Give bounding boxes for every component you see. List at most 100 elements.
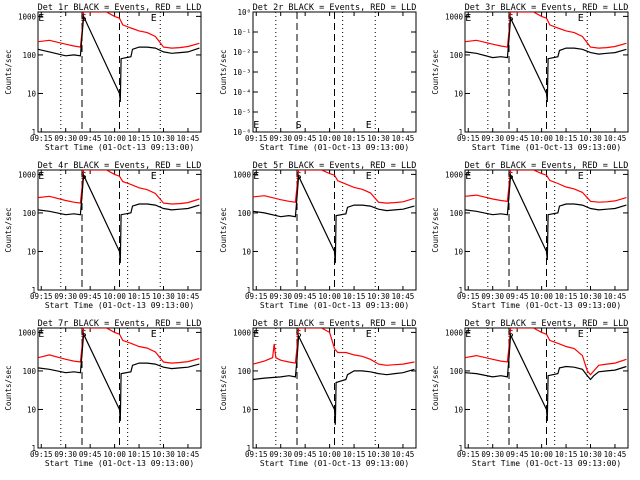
y-tick-label: 10⁰ — [237, 8, 251, 17]
panel-1: Det 1r BLACK = Events, RED = LLD 1 10 100 10… — [4, 3, 202, 152]
series-line-events — [253, 333, 415, 425]
x-tick-label: 10:15 — [555, 134, 578, 143]
x-tick-label: 09:30 — [269, 450, 292, 459]
event-marker: E — [366, 171, 372, 182]
y-axis-title: Counts/sec — [431, 49, 440, 94]
y-tick-label: 100 — [449, 209, 463, 218]
event-marker: E — [578, 171, 584, 182]
x-tick-label: 09:45 — [506, 292, 529, 301]
series-line-lld — [253, 170, 415, 204]
x-tick-label: 09:15 — [245, 292, 268, 301]
x-tick-label: 10:30 — [152, 134, 175, 143]
event-marker: E — [38, 171, 44, 182]
y-tick-label: 10 — [454, 89, 464, 98]
y-tick-label: 100 — [449, 51, 463, 60]
y-tick-label: 1 — [246, 444, 251, 453]
x-tick-label: 09:15 — [457, 450, 480, 459]
y-tick-label: 100 — [22, 367, 36, 376]
x-tick-label: 10:00 — [530, 450, 553, 459]
y-tick-label: 1000 — [233, 328, 252, 337]
y-tick-label: 100 — [22, 209, 36, 218]
series-line-lld — [253, 328, 415, 366]
series-line-events — [253, 173, 415, 264]
x-axis-title: Start Time (01-Oct-13 09:13:00) — [260, 459, 409, 468]
series-line-lld — [38, 328, 200, 364]
y-tick-label: 1 — [458, 286, 463, 295]
x-axis-title: Start Time (01-Oct-13 09:13:00) — [472, 459, 621, 468]
x-axis-title: Start Time (01-Oct-13 09:13:00) — [45, 143, 194, 152]
x-tick-label: 10:30 — [367, 292, 390, 301]
x-axis-title: Start Time (01-Oct-13 09:13:00) — [45, 459, 194, 468]
panel-title: Det 9r BLACK = Events, RED = LLD — [465, 319, 629, 329]
x-tick-label: 10:15 — [128, 134, 151, 143]
x-tick-label: 09:30 — [481, 134, 504, 143]
x-tick-label: 10:15 — [128, 450, 151, 459]
x-tick-label: 10:15 — [555, 292, 578, 301]
y-tick-label: 1000 — [18, 12, 37, 21]
x-tick-label: 09:30 — [269, 134, 292, 143]
series-line-lld — [465, 328, 627, 376]
x-tick-label: 09:15 — [30, 450, 53, 459]
x-tick-label: 10:30 — [367, 450, 390, 459]
y-tick-label: 1 — [458, 128, 463, 137]
x-tick-label: 09:45 — [506, 450, 529, 459]
panel-2: Det 2r BLACK = Events, RED = LLD 10⁻⁶ 10⁻⁵… — [219, 3, 417, 152]
x-tick-label: 09:45 — [506, 134, 529, 143]
x-tick-label: 09:15 — [245, 134, 268, 143]
y-axis-title: Counts/sec — [219, 207, 228, 252]
x-tick-label: 10:15 — [128, 292, 151, 301]
x-tick-label: 09:15 — [30, 134, 53, 143]
y-tick-label: 100 — [22, 51, 36, 60]
series-line-lld — [38, 170, 200, 205]
y-tick-label: 10 — [454, 247, 464, 256]
x-tick-label: 10:00 — [318, 134, 341, 143]
x-tick-label: 09:45 — [79, 450, 102, 459]
series-line-lld — [465, 170, 627, 203]
x-tick-label: 10:45 — [604, 292, 627, 301]
event-marker: E — [366, 120, 372, 131]
x-tick-label: 10:00 — [318, 292, 341, 301]
series-line-events — [38, 331, 200, 422]
y-tick-label: 1000 — [18, 328, 37, 337]
event-marker: E — [38, 329, 44, 340]
x-axis-title: Start Time (01-Oct-13 09:13:00) — [472, 301, 621, 310]
x-tick-label: 10:30 — [579, 292, 602, 301]
x-tick-label: 10:45 — [177, 292, 200, 301]
x-tick-label: 09:45 — [294, 450, 317, 459]
x-tick-label: 10:45 — [392, 292, 415, 301]
x-tick-label: 09:15 — [457, 134, 480, 143]
y-tick-label: 10 — [454, 405, 464, 414]
y-tick-label: 1 — [458, 444, 463, 453]
x-tick-label: 09:15 — [457, 292, 480, 301]
panel-title: Det 2r BLACK = Events, RED = LLD — [253, 3, 417, 13]
y-tick-label: 1000 — [445, 12, 464, 21]
series-line-events — [38, 14, 200, 103]
x-tick-label: 10:00 — [103, 134, 126, 143]
event-marker: E — [151, 13, 157, 24]
x-tick-label: 09:30 — [54, 292, 77, 301]
x-tick-label: 10:15 — [343, 134, 366, 143]
y-tick-label: 10⁻¹ — [233, 28, 251, 37]
y-tick-label: 1000 — [445, 170, 464, 179]
panel-7: Det 7r BLACK = Events, RED = LLD 1 10 100 10… — [4, 319, 202, 468]
x-tick-label: 10:30 — [579, 450, 602, 459]
series-line-lld — [38, 12, 200, 49]
series-line-events — [465, 332, 627, 422]
x-tick-label: 10:15 — [343, 292, 366, 301]
x-tick-label: 09:45 — [79, 134, 102, 143]
x-tick-label: 09:45 — [294, 134, 317, 143]
x-tick-label: 10:45 — [604, 450, 627, 459]
panel-title: Det 5r BLACK = Events, RED = LLD — [253, 161, 417, 171]
x-tick-label: 10:45 — [177, 450, 200, 459]
x-tick-label: 10:00 — [530, 134, 553, 143]
panel-5: Det 5r BLACK = Events, RED = LLD 1 10 100 10… — [219, 161, 417, 310]
y-tick-label: 10⁻² — [233, 48, 251, 57]
event-marker: E — [465, 171, 471, 182]
x-tick-label: 10:00 — [103, 292, 126, 301]
x-axis-title: Start Time (01-Oct-13 09:13:00) — [472, 143, 621, 152]
y-tick-label: 10⁻⁴ — [233, 88, 251, 97]
series-line-events — [465, 15, 627, 103]
y-tick-label: 1 — [246, 286, 251, 295]
x-axis-title: Start Time (01-Oct-13 09:13:00) — [260, 301, 409, 310]
